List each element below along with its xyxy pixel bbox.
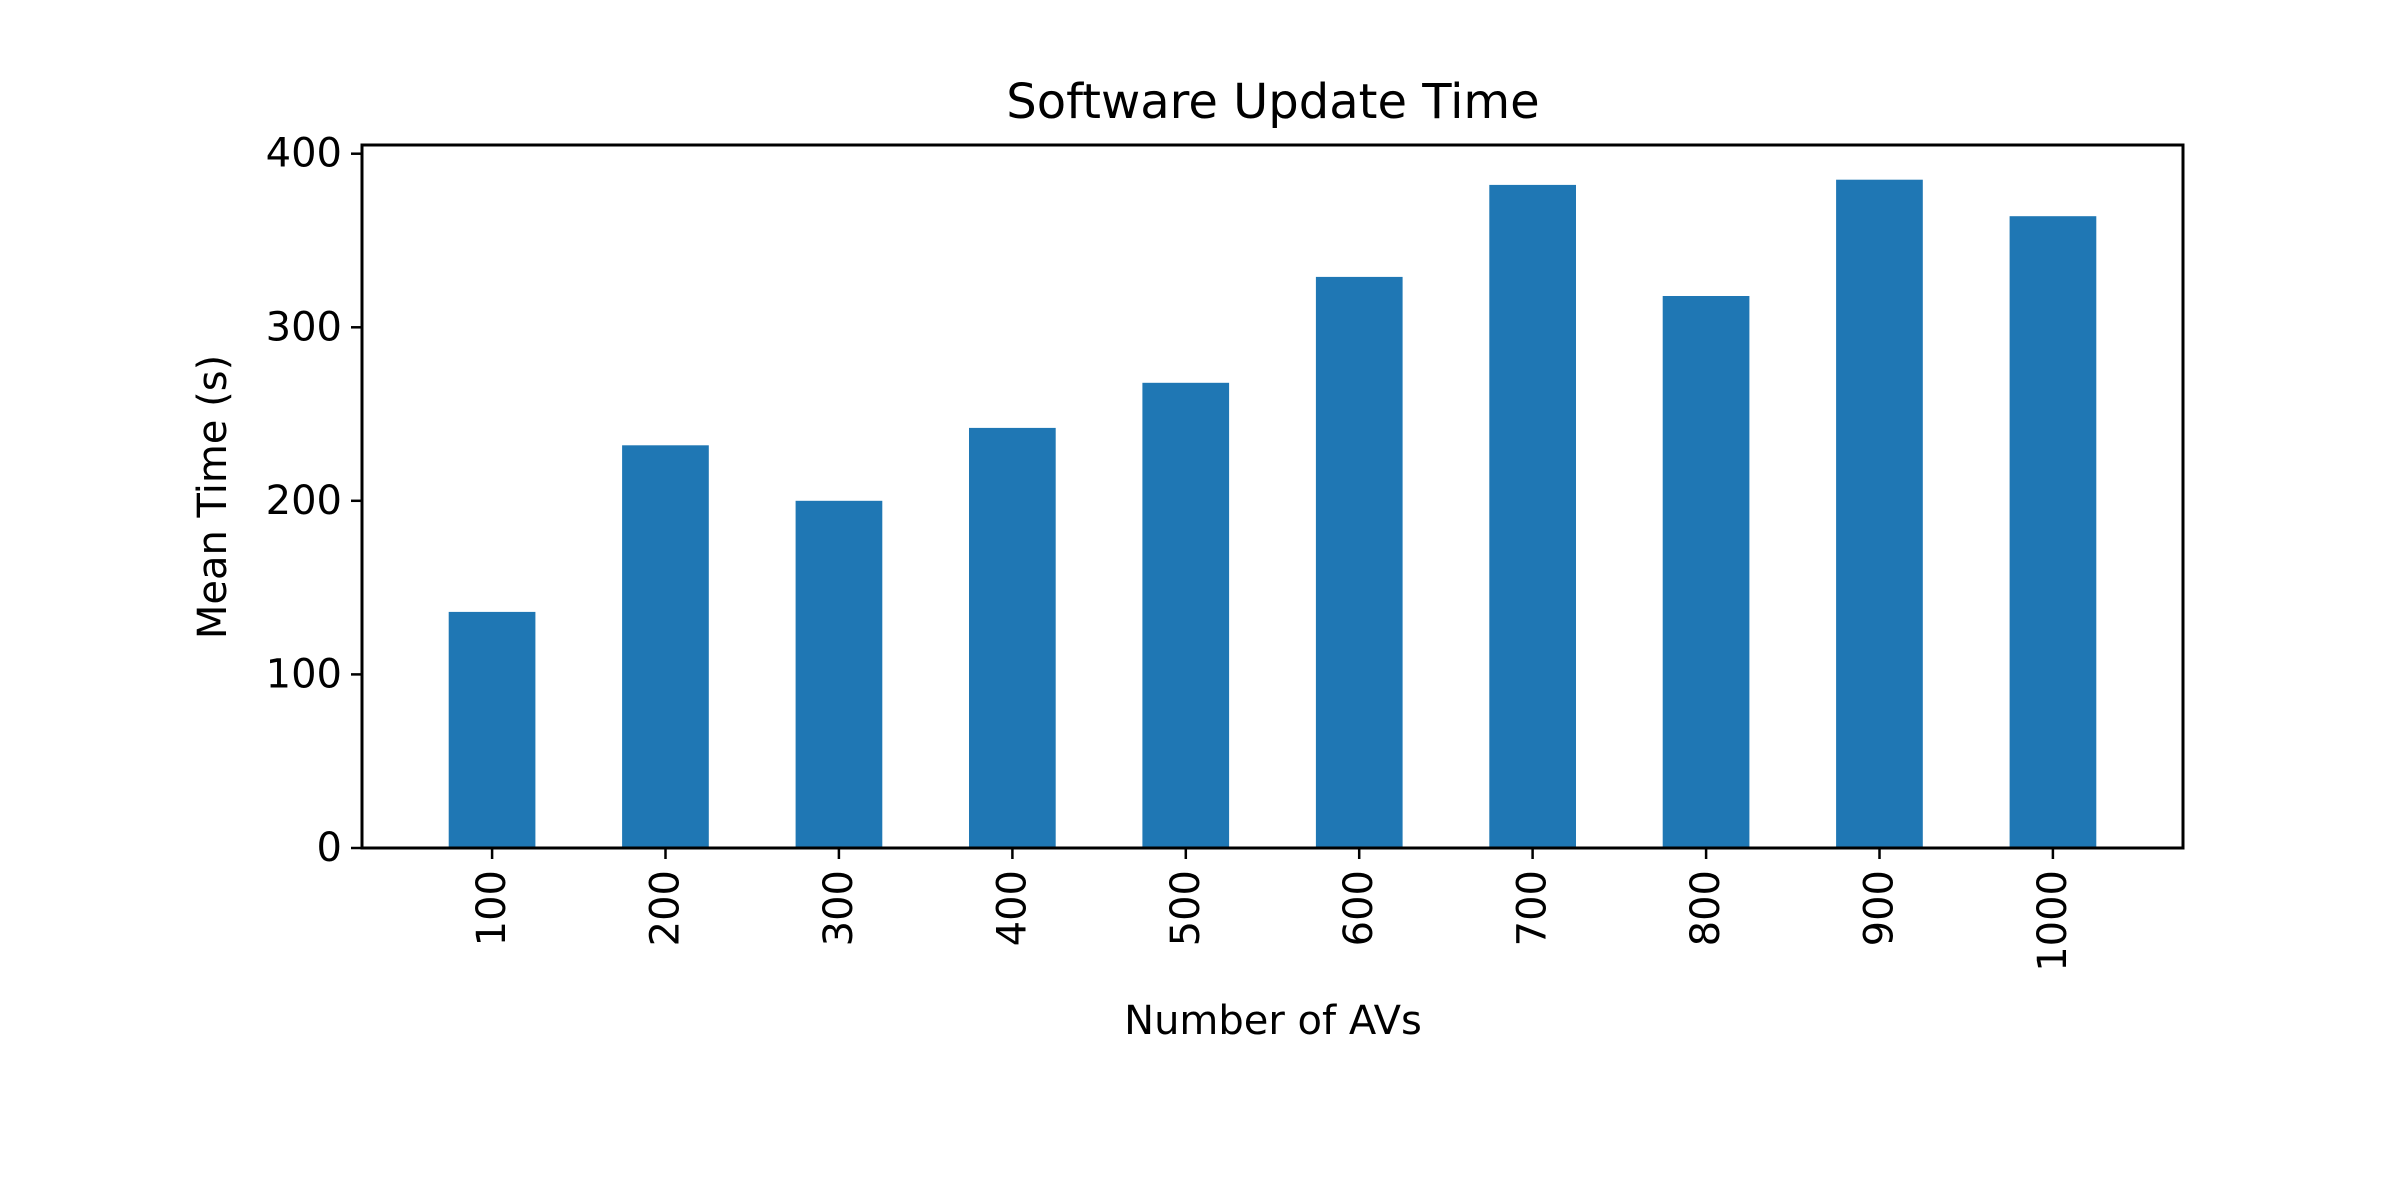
bar-200 bbox=[622, 445, 709, 848]
bar-600 bbox=[1315, 276, 1403, 848]
x-tick-label-300: 300 bbox=[816, 870, 862, 946]
bar-300 bbox=[795, 500, 883, 848]
x-tick-label-700: 700 bbox=[1510, 870, 1556, 946]
y-axis-ticks: 0 100 200 300 400 bbox=[266, 131, 362, 871]
bar-800 bbox=[1662, 296, 1750, 848]
bar-100 bbox=[448, 611, 536, 848]
chart-title: Software Update Time bbox=[1006, 74, 1539, 130]
bar-1000 bbox=[2009, 216, 2097, 848]
y-tick-label-300: 300 bbox=[266, 304, 342, 350]
x-tick-label-500: 500 bbox=[1163, 870, 1209, 946]
x-tick-label-900: 900 bbox=[1857, 870, 1903, 946]
x-tick-label-400: 400 bbox=[989, 870, 1035, 946]
bar-900 bbox=[1836, 179, 1923, 848]
x-tick-label-600: 600 bbox=[1336, 870, 1382, 946]
plot-area-frame bbox=[360, 143, 2185, 850]
bar-400 bbox=[969, 427, 1056, 848]
x-tick-label-800: 800 bbox=[1683, 870, 1729, 946]
bar-700 bbox=[1489, 184, 1576, 848]
y-axis-label: Mean Time (s) bbox=[190, 355, 236, 639]
y-tick-label-400: 400 bbox=[266, 131, 342, 177]
x-tick-label-1000: 1000 bbox=[2030, 870, 2076, 972]
y-tick-label-0: 0 bbox=[317, 825, 342, 871]
y-tick-label-100: 100 bbox=[266, 651, 342, 697]
x-axis-ticks: 100 200 300 400 500 600 700 800 900 1000 bbox=[469, 848, 2076, 972]
x-tick-label-100: 100 bbox=[469, 870, 515, 946]
y-tick-label-200: 200 bbox=[266, 478, 342, 524]
bars-layer bbox=[448, 179, 2097, 848]
x-axis-label: Number of AVs bbox=[1124, 998, 1422, 1044]
bar-500 bbox=[1142, 382, 1230, 848]
x-tick-label-200: 200 bbox=[643, 870, 689, 946]
